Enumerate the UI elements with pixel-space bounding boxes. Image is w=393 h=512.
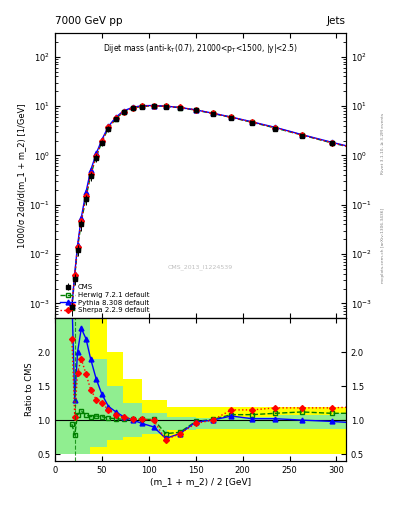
Pythia 8.308 default [140,102,145,109]
Y-axis label: Ratio to CMS: Ratio to CMS [25,362,34,416]
Text: mcplots.cern.ch [arXiv:1306.3436]: mcplots.cern.ch [arXiv:1306.3436] [381,208,385,283]
Sherpa 2.2.9 default [94,153,99,159]
Sherpa 2.2.9 default [140,103,145,109]
Sherpa 2.2.9 default [130,105,135,111]
Herwig 7.2.1 default [114,116,118,122]
Pythia 8.308 default [250,119,254,125]
Herwig 7.2.1 default [70,305,74,311]
Pythia 8.308 default [88,167,93,174]
Sherpa 2.2.9 default [121,109,126,115]
Text: CMS_2013_I1224539: CMS_2013_I1224539 [168,264,233,270]
Pythia 8.308 default [106,123,111,130]
Herwig 7.2.1 default [362,147,367,154]
Herwig 7.2.1 default [177,104,182,111]
Herwig 7.2.1 default [130,105,135,111]
Pythia 8.308 default [121,108,126,114]
Sherpa 2.2.9 default [177,104,182,111]
Herwig 7.2.1 default [193,107,198,113]
Herwig 7.2.1 default [94,154,99,160]
Sherpa 2.2.9 default [70,302,74,308]
Herwig 7.2.1 default [79,219,84,225]
Herwig 7.2.1 default [72,273,77,280]
Sherpa 2.2.9 default [229,114,234,120]
Pythia 8.308 default [329,139,334,145]
Pythia 8.308 default [70,303,74,309]
Text: Dijet mass (anti-k$_\mathrm{T}$(0.7), 21000<p$_\mathrm{T}$<1500, |y|<2.5): Dijet mass (anti-k$_\mathrm{T}$(0.7), 21… [103,42,298,55]
Herwig 7.2.1 default [163,103,168,110]
Herwig 7.2.1 default [140,103,145,110]
Line: Pythia 8.308 default: Pythia 8.308 default [70,103,393,308]
X-axis label: (m_1 + m_2) / 2 [GeV]: (m_1 + m_2) / 2 [GeV] [150,477,251,486]
Herwig 7.2.1 default [299,132,304,138]
Line: Sherpa 2.2.9 default: Sherpa 2.2.9 default [70,103,393,307]
Sherpa 2.2.9 default [114,115,118,121]
Herwig 7.2.1 default [75,245,80,251]
Herwig 7.2.1 default [210,111,215,117]
Pythia 8.308 default [114,114,118,120]
Sherpa 2.2.9 default [79,218,84,224]
Sherpa 2.2.9 default [75,244,80,250]
Text: Rivet 3.1.10, ≥ 3.2M events: Rivet 3.1.10, ≥ 3.2M events [381,113,385,174]
Pythia 8.308 default [130,104,135,110]
Herwig 7.2.1 default [273,125,278,131]
Pythia 8.308 default [163,103,168,109]
Sherpa 2.2.9 default [106,124,111,131]
Text: 7000 GeV pp: 7000 GeV pp [55,15,123,26]
Sherpa 2.2.9 default [193,107,198,113]
Herwig 7.2.1 default [151,103,156,109]
Sherpa 2.2.9 default [72,272,77,278]
Pythia 8.308 default [72,271,77,277]
Line: Herwig 7.2.1 default: Herwig 7.2.1 default [70,103,393,311]
Sherpa 2.2.9 default [151,102,156,109]
Sherpa 2.2.9 default [99,138,104,144]
Sherpa 2.2.9 default [250,119,254,125]
Pythia 8.308 default [177,104,182,111]
Pythia 8.308 default [151,102,156,109]
Pythia 8.308 default [210,110,215,116]
Sherpa 2.2.9 default [273,124,278,131]
Pythia 8.308 default [229,114,234,120]
Legend: CMS, Herwig 7.2.1 default, Pythia 8.308 default, Sherpa 2.2.9 default: CMS, Herwig 7.2.1 default, Pythia 8.308 … [59,283,151,315]
Text: Jets: Jets [327,15,346,26]
Herwig 7.2.1 default [229,114,234,120]
Herwig 7.2.1 default [329,140,334,146]
Pythia 8.308 default [299,132,304,138]
Pythia 8.308 default [273,124,278,131]
Sherpa 2.2.9 default [362,147,367,154]
Pythia 8.308 default [75,242,80,248]
Herwig 7.2.1 default [250,119,254,125]
Herwig 7.2.1 default [99,139,104,145]
Sherpa 2.2.9 default [299,132,304,138]
Pythia 8.308 default [99,137,104,143]
Y-axis label: 1000/σ 2dσ/d(m_1 + m_2) [1/GeV]: 1000/σ 2dσ/d(m_1 + m_2) [1/GeV] [17,103,26,248]
Pythia 8.308 default [193,107,198,113]
Herwig 7.2.1 default [84,195,88,201]
Herwig 7.2.1 default [106,125,111,131]
Sherpa 2.2.9 default [210,110,215,116]
Pythia 8.308 default [94,151,99,157]
Pythia 8.308 default [362,147,367,153]
Sherpa 2.2.9 default [88,171,93,177]
Herwig 7.2.1 default [121,109,126,115]
Sherpa 2.2.9 default [163,103,168,109]
Sherpa 2.2.9 default [329,140,334,146]
Herwig 7.2.1 default [88,172,93,178]
Sherpa 2.2.9 default [84,193,88,199]
Pythia 8.308 default [79,215,84,221]
Pythia 8.308 default [84,189,88,195]
